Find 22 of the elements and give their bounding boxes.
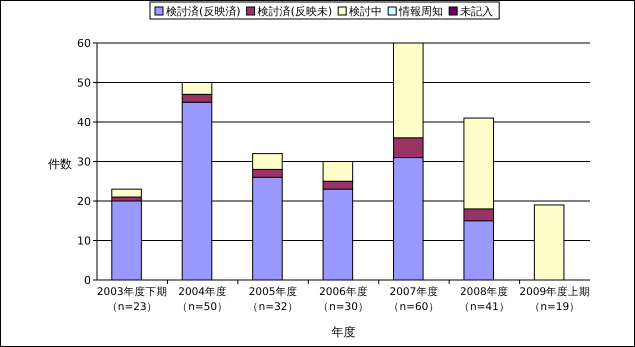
- legend-label: 検討済(反映未): [258, 5, 332, 18]
- legend-label: 未記入: [460, 5, 494, 18]
- legend-label: 検討済(反映済): [166, 5, 241, 18]
- y-tick-label: 60: [77, 37, 91, 50]
- x-axis-title: 年度: [332, 325, 356, 339]
- y-tick-label: 0: [84, 274, 91, 287]
- x-tick-label: 2003年度下期（n=23）: [96, 285, 168, 313]
- y-tick-label: 30: [77, 156, 91, 168]
- bar: [111, 188, 142, 198]
- x-tick-label: 2008年度（n=41）: [458, 285, 510, 313]
- legend-label: 情報周知: [398, 5, 444, 18]
- legend-label: 検討中: [349, 5, 382, 18]
- x-tick-label: 2009年度上期（n=19）: [519, 285, 590, 313]
- x-tick-label: 2006年度（n=30）: [318, 285, 369, 313]
- y-tick-label: 50: [77, 76, 91, 90]
- y-tick-label: 10: [77, 234, 91, 248]
- y-tick-label: 20: [77, 195, 91, 208]
- y-axis-title: 件数: [48, 157, 72, 171]
- y-tick-label: 40: [77, 116, 91, 129]
- x-tick-label: 2005年度（n=32）: [248, 285, 298, 313]
- x-tick-label: 2004年度（n=50）: [177, 285, 228, 313]
- x-tick-label: 2007年度（n=60）: [388, 285, 440, 313]
